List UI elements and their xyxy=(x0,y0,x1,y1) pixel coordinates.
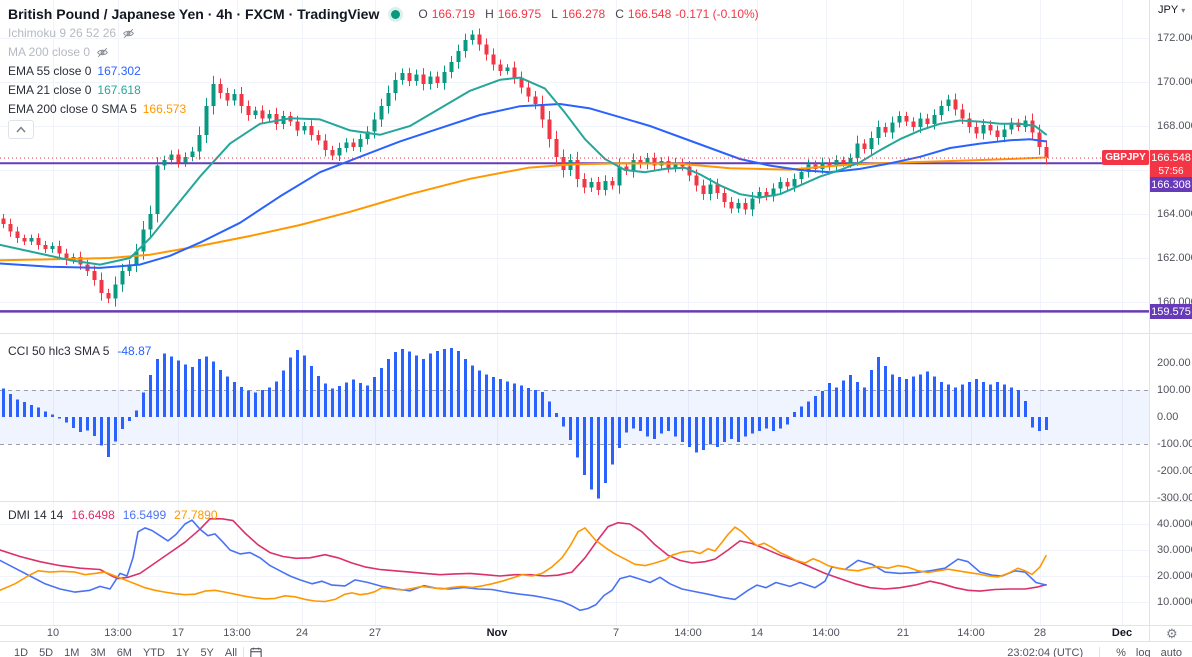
time-axis-label: Nov xyxy=(486,627,508,639)
cci-title: CCI 50 hlc3 SMA 5 xyxy=(8,344,110,358)
cci-tick-label: 200.00 xyxy=(1157,357,1191,369)
gear-icon[interactable]: ⚙ xyxy=(1166,626,1178,641)
dmi-tick-label: 10.0000 xyxy=(1157,596,1192,608)
dmi-minus-di-value: 16.5499 xyxy=(122,508,167,522)
time-axis[interactable]: 10 13:00 17 13:00 24 27 Nov 7 14:00 14 14:00 21 14:0… xyxy=(0,626,1192,641)
time-axis-label: 10 xyxy=(46,627,60,639)
currency-label: JPY xyxy=(1158,4,1179,16)
range-button-5y[interactable]: 5Y xyxy=(200,647,214,657)
visibility-off-icon[interactable] xyxy=(122,27,135,40)
open-label: O xyxy=(418,7,428,21)
symbol-header: British Pound / Japanese Yen · 4h · FXCM… xyxy=(8,6,759,22)
bar-countdown: 57:56 xyxy=(1150,165,1192,177)
symbol-title[interactable]: British Pound / Japanese Yen · 4h · FXCM… xyxy=(8,6,380,22)
log-scale-button[interactable]: log xyxy=(1135,647,1151,657)
purple-level-label: 166.308 xyxy=(1150,177,1192,192)
cci-tick-label: -300.00 xyxy=(1157,492,1192,504)
legend-item-ema21[interactable]: EMA 21 close 0 167.618 xyxy=(8,81,186,100)
auto-scale-button[interactable]: auto xyxy=(1160,647,1182,657)
close-value: 166.548 xyxy=(627,7,672,21)
scale-controls: 23:02:04 (UTC) % log auto xyxy=(1007,647,1182,657)
cci-tick-label: -200.00 xyxy=(1157,465,1192,477)
dmi-tick-label: 30.0000 xyxy=(1157,544,1192,556)
cci-tick-label: 100.00 xyxy=(1157,384,1191,396)
cci-tick-label: 0.00 xyxy=(1157,411,1179,423)
high-label: H xyxy=(485,7,494,21)
cci-pane-header[interactable]: CCI 50 hlc3 SMA 5 -48.87 xyxy=(8,344,151,358)
open-value: 166.719 xyxy=(431,7,476,21)
ema21-value: 167.618 xyxy=(97,83,141,97)
time-axis-label: 7 xyxy=(612,627,620,639)
legend-item-ema200[interactable]: EMA 200 close 0 SMA 5 166.573 xyxy=(8,100,186,119)
time-axis-label: 21 xyxy=(896,627,910,639)
ema200-value: 166.573 xyxy=(142,102,187,116)
price-tick-label: 168.000 xyxy=(1157,120,1192,132)
close-label: C xyxy=(615,7,624,21)
last-price-label: 166.548 xyxy=(1150,150,1192,165)
time-axis-label: 14 xyxy=(750,627,764,639)
currency-selector[interactable]: JPY ▾ xyxy=(1158,4,1185,16)
indicator-legend: Ichimoku 9 26 52 26 MA 200 close 0 EMA 5… xyxy=(8,24,186,119)
price-tick-label: 170.000 xyxy=(1157,76,1192,88)
legend-item-ichimoku[interactable]: Ichimoku 9 26 52 26 xyxy=(8,24,186,43)
price-tick-label: 164.000 xyxy=(1157,208,1192,220)
pane-separator[interactable] xyxy=(0,333,1192,334)
price-tick-label: 162.000 xyxy=(1157,252,1192,264)
pane-separator[interactable] xyxy=(0,501,1192,502)
time-axis-label: 14:00 xyxy=(674,627,702,639)
low-label: L xyxy=(551,7,558,21)
percent-scale-button[interactable]: % xyxy=(1116,647,1126,657)
time-axis-label: 17 xyxy=(171,627,185,639)
clock-utc[interactable]: 23:02:04 (UTC) xyxy=(1007,647,1084,657)
time-axis-border xyxy=(0,625,1192,626)
low-value: 166.278 xyxy=(561,7,606,21)
range-button-3m[interactable]: 3M xyxy=(90,647,106,657)
legend-item-ma200[interactable]: MA 200 close 0 xyxy=(8,43,186,62)
time-axis-label: 27 xyxy=(368,627,382,639)
time-axis-label: 13:00 xyxy=(104,627,132,639)
ema55-value: 167.302 xyxy=(97,64,141,78)
dmi-plus-di-value: 16.6498 xyxy=(71,508,115,522)
dmi-tick-label: 20.0000 xyxy=(1157,570,1192,582)
visibility-off-icon[interactable] xyxy=(96,46,109,59)
time-axis-label: Dec xyxy=(1111,627,1133,639)
time-axis-label: 14:00 xyxy=(812,627,840,639)
time-axis-label: 13:00 xyxy=(223,627,251,639)
time-axis-label: 24 xyxy=(295,627,309,639)
date-range-buttons: 1D 5D 1M 3M 6M YTD 1Y 5Y All xyxy=(14,647,237,657)
purple-level-label-2: 159.575 xyxy=(1150,304,1192,319)
range-button-1m[interactable]: 1M xyxy=(64,647,80,657)
symbol-price-tag: GBPJPY xyxy=(1102,150,1149,165)
dmi-title: DMI 14 14 xyxy=(8,508,64,522)
dmi-adx-value: 27.7890 xyxy=(174,508,218,522)
range-button-1d[interactable]: 1D xyxy=(14,647,29,657)
price-tick-label: 172.000 xyxy=(1157,32,1192,44)
dmi-pane-header[interactable]: DMI 14 14 16.6498 16.5499 27.7890 xyxy=(8,508,218,522)
range-button-ytd[interactable]: YTD xyxy=(142,647,165,657)
range-button-all[interactable]: All xyxy=(224,647,238,657)
range-button-1y[interactable]: 1Y xyxy=(175,647,190,657)
bottom-bar-border xyxy=(0,641,1192,642)
legend-item-ema55[interactable]: EMA 55 close 0 167.302 xyxy=(8,62,186,81)
cci-value: -48.87 xyxy=(117,344,152,358)
calendar-icon[interactable] xyxy=(250,647,262,657)
chevron-down-icon: ▾ xyxy=(1181,5,1186,15)
high-value: 166.975 xyxy=(497,7,542,21)
cci-tick-label: -100.00 xyxy=(1157,438,1192,450)
bottom-toolbar: 1D 5D 1M 3M 6M YTD 1Y 5Y All 23:02:04 (UTC) % lo… xyxy=(0,642,1192,657)
change-value: -0.171 (-0.10%) xyxy=(675,7,759,21)
chart-canvas[interactable] xyxy=(0,0,1192,641)
divider xyxy=(243,647,245,657)
legend-collapse-button[interactable] xyxy=(8,120,34,139)
ohlc-values: O 166.719 H 166.975 L 166.278 C 166.548 -0.1… xyxy=(412,7,758,21)
market-status-dot[interactable] xyxy=(391,9,401,19)
range-button-5d[interactable]: 5D xyxy=(39,647,54,657)
time-axis-label: 28 xyxy=(1033,627,1047,639)
divider xyxy=(1099,647,1101,657)
price-axis-border xyxy=(1149,0,1150,641)
time-axis-label: 14:00 xyxy=(957,627,985,639)
dmi-tick-label: 40.0000 xyxy=(1157,518,1192,530)
range-button-6m[interactable]: 6M xyxy=(116,647,132,657)
